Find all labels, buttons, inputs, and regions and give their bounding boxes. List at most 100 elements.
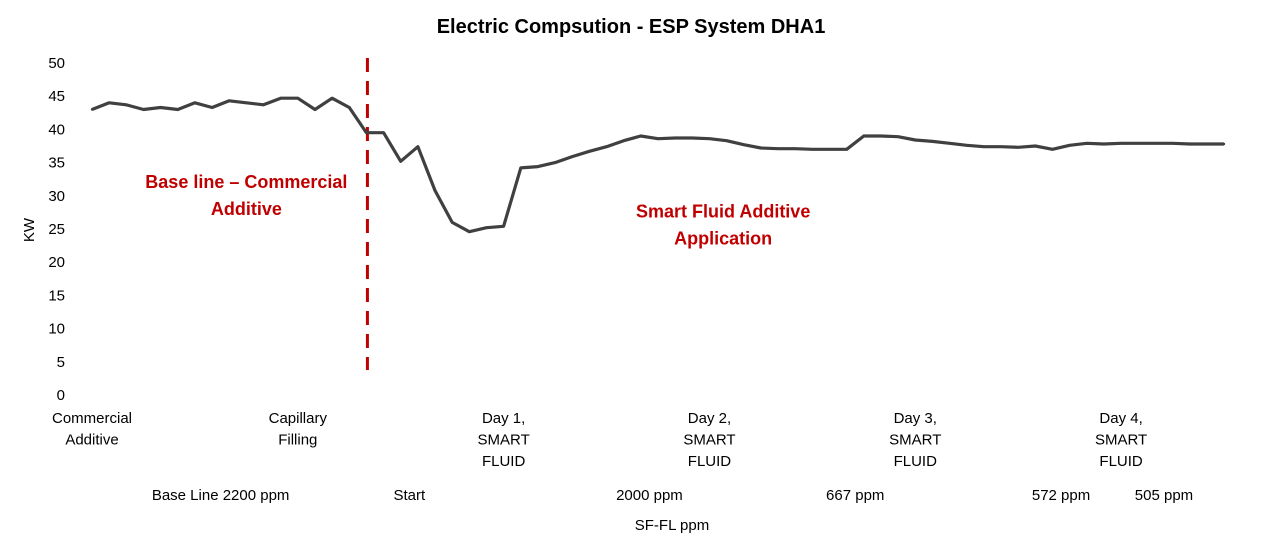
y-tick-label: 10	[48, 321, 65, 338]
data-point	[313, 108, 317, 111]
data-point	[759, 146, 763, 150]
y-tick-label: 15	[48, 287, 65, 304]
x-tick-label: Commercial Additive	[52, 410, 132, 449]
data-point	[553, 161, 557, 164]
data-point	[1102, 142, 1106, 146]
phase-label: 505 ppm	[1135, 487, 1193, 504]
data-point	[1016, 146, 1020, 149]
data-point	[999, 145, 1003, 148]
data-point	[365, 131, 368, 134]
data-point	[125, 103, 128, 107]
x-tick-label: Day 1, SMART FLUID	[478, 410, 530, 470]
data-point	[1205, 142, 1209, 146]
y-tick-label: 50	[48, 55, 65, 72]
data-point	[948, 142, 951, 145]
data-point	[776, 147, 780, 150]
data-point	[1154, 142, 1157, 145]
data-point	[245, 101, 248, 105]
data-point	[725, 139, 728, 142]
series-group	[90, 96, 1226, 234]
y-tick-label: 0	[57, 387, 65, 404]
phase-label: 572 ppm	[1032, 487, 1090, 504]
data-point	[1085, 142, 1088, 145]
data-point	[571, 155, 574, 158]
x-axis-ticks: Commercial Additive Capillary Filling Day 1,…	[52, 410, 1147, 470]
data-point	[485, 226, 488, 229]
y-tick-label: 20	[48, 254, 65, 271]
data-point	[228, 99, 231, 103]
data-point	[382, 131, 385, 134]
data-point	[450, 221, 454, 224]
annotation-text: Base line – Commercial Additive	[145, 172, 347, 219]
data-point	[176, 108, 179, 111]
data-point	[862, 134, 866, 138]
data-point	[982, 145, 986, 148]
data-point	[691, 136, 694, 140]
data-point	[1188, 142, 1191, 146]
data-point	[210, 106, 214, 109]
data-point	[330, 96, 334, 100]
data-point	[1119, 142, 1123, 145]
data-point	[90, 108, 94, 111]
data-point	[742, 143, 745, 146]
data-point	[673, 136, 677, 140]
phase-labels: Base Line 2200 ppm Start 2000 ppm 667 ppm 57…	[152, 487, 1193, 504]
y-axis-label: KW	[21, 217, 38, 242]
data-point	[605, 145, 608, 148]
data-point	[588, 150, 591, 153]
data-point	[399, 160, 402, 163]
y-tick-label: 35	[48, 155, 65, 172]
data-point	[931, 140, 934, 143]
x-tick-label: Capillary Filling	[269, 410, 328, 449]
data-point	[845, 148, 848, 151]
data-point	[965, 144, 968, 147]
data-point	[279, 96, 282, 100]
phase-label: 667 ppm	[826, 487, 884, 504]
data-point	[708, 137, 711, 140]
data-point	[536, 165, 540, 168]
data-point	[914, 138, 917, 142]
x-tick-label: Day 3, SMART FLUID	[889, 410, 941, 470]
data-point	[1171, 142, 1174, 145]
data-point	[296, 96, 300, 100]
data-point	[502, 225, 505, 228]
data-point	[896, 135, 900, 138]
phase-label: Start	[393, 487, 426, 504]
data-point	[468, 230, 471, 233]
data-point	[828, 148, 831, 151]
x-tick-label: Day 2, SMART FLUID	[683, 410, 735, 470]
x-axis-label: SF-FL ppm	[635, 517, 709, 534]
data-point	[142, 108, 145, 111]
chart-title: Electric Compsution - ESP System DHA1	[437, 16, 826, 38]
data-point	[1051, 148, 1054, 151]
phase-label: Base Line 2200 ppm	[152, 487, 290, 504]
data-point	[348, 106, 351, 109]
data-point	[433, 189, 437, 192]
data-point	[879, 134, 883, 138]
annotations: Base line – Commercial Additive Smart Flui…	[145, 172, 810, 249]
x-tick-label: Day 4, SMART FLUID	[1095, 410, 1147, 470]
y-tick-label: 45	[48, 88, 65, 105]
data-point	[159, 106, 162, 109]
data-point	[519, 166, 522, 170]
data-point	[656, 137, 660, 140]
data-point	[262, 103, 265, 107]
data-point	[811, 148, 814, 151]
y-tick-label: 25	[48, 221, 65, 238]
y-tick-label: 5	[57, 354, 65, 371]
data-point	[1034, 144, 1037, 148]
data-point	[1137, 142, 1140, 145]
data-point	[622, 139, 625, 142]
annotation-text: Smart Fluid Additive Application	[636, 202, 810, 249]
data-point	[416, 145, 420, 148]
phase-label: 2000 ppm	[616, 487, 683, 504]
data-point	[794, 147, 797, 150]
y-tick-label: 30	[48, 188, 65, 205]
data-point	[1068, 144, 1071, 147]
data-point	[193, 101, 197, 105]
data-point	[107, 101, 111, 105]
data-point	[639, 134, 643, 138]
y-tick-label: 40	[48, 121, 65, 138]
data-point	[1222, 142, 1226, 146]
